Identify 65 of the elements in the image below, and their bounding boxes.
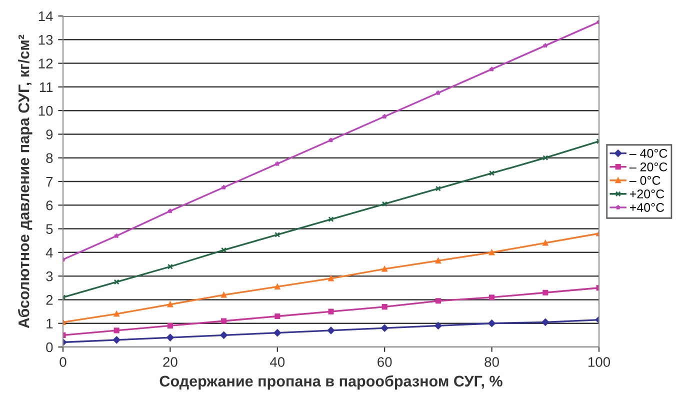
y-tick-label: 9	[46, 130, 53, 140]
y-tick-label: 2	[46, 295, 53, 305]
point	[274, 313, 280, 320]
x-tick-label: 100	[588, 357, 610, 367]
point	[114, 328, 120, 334]
point	[166, 334, 174, 342]
point	[274, 232, 280, 238]
y-tick-label: 3	[46, 271, 53, 282]
x-tick-label: 20	[163, 357, 178, 367]
point	[167, 322, 173, 328]
x-axis-title: Содержание пропана в парообразном СУГ, %	[160, 375, 502, 390]
point	[167, 264, 173, 270]
point	[436, 90, 441, 96]
point	[221, 318, 227, 324]
point	[434, 322, 442, 330]
point	[114, 233, 120, 238]
point	[221, 184, 226, 190]
point	[382, 304, 388, 310]
legend-label: – 40°C	[629, 148, 668, 158]
point	[382, 201, 388, 207]
point	[380, 324, 388, 332]
point	[328, 137, 334, 143]
point	[274, 329, 282, 336]
legend-label: +40°C	[630, 203, 664, 212]
legend-label: +20°C	[630, 190, 664, 198]
point	[488, 320, 496, 327]
legend-label: – 20°C	[629, 162, 668, 172]
point	[435, 258, 441, 264]
y-axis-title: Абсолютное давление пара СУГ, кг/см²	[18, 34, 32, 328]
y-tick-label: 11	[40, 82, 53, 92]
y-tick-label: 5	[46, 224, 53, 234]
point	[435, 186, 441, 192]
y-tick-label: 14	[38, 11, 53, 22]
y-tick-label: 13	[38, 34, 53, 45]
point	[542, 155, 548, 161]
x-tick-label: 40	[270, 357, 285, 367]
point	[435, 298, 441, 304]
y-tick-label: 10	[38, 106, 53, 116]
point	[542, 318, 550, 326]
point	[489, 66, 494, 72]
point	[542, 42, 548, 48]
x-tick-label: 0	[60, 357, 66, 367]
legend-label: – 0°C	[629, 176, 660, 185]
point	[382, 114, 388, 119]
x-tick-label: 60	[378, 357, 392, 367]
x-tick-label: 80	[484, 357, 499, 367]
y-tick-label: 12	[38, 58, 53, 68]
point	[489, 294, 495, 300]
point	[114, 279, 120, 285]
y-tick-label: 1	[46, 318, 53, 328]
point	[328, 308, 334, 314]
y-tick-label: 8	[46, 153, 53, 164]
point	[221, 247, 227, 253]
point	[542, 290, 548, 296]
y-tick-label: 6	[46, 200, 53, 210]
point	[327, 326, 335, 334]
y-tick-label: 0	[46, 342, 53, 352]
point	[112, 336, 120, 344]
point	[220, 332, 228, 339]
y-tick-label: 4	[46, 248, 53, 258]
point	[328, 216, 334, 222]
y-tick-label: 7	[46, 176, 53, 187]
point	[168, 208, 173, 214]
point	[274, 284, 280, 290]
point	[489, 170, 495, 176]
